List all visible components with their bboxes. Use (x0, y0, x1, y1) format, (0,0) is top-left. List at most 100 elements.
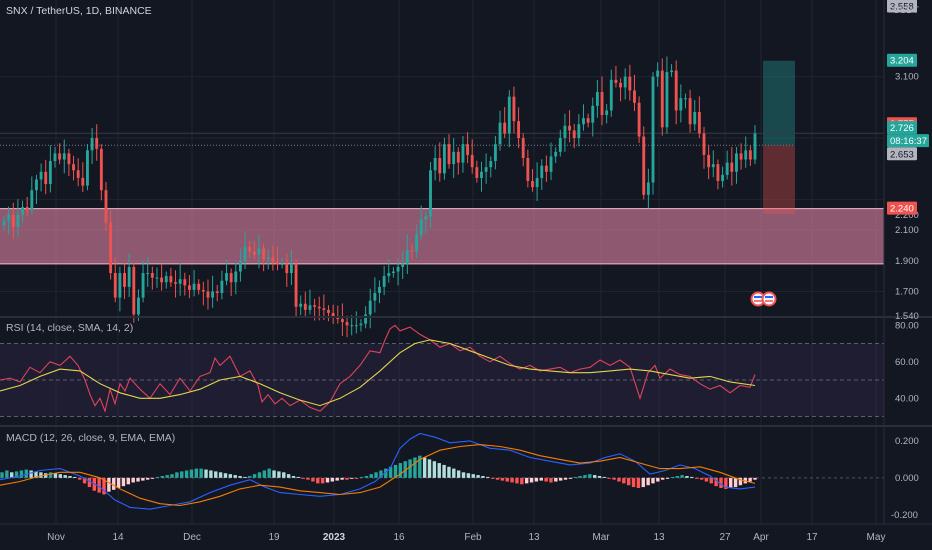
macd-hist-bar-81 (393, 464, 398, 478)
candle-body-158 (735, 153, 738, 172)
candle-body-97 (452, 151, 456, 165)
candle-body-74 (345, 322, 349, 326)
time-axis[interactable]: Nov 14 Dec 19 2023 16 Feb 13 Mar 13 27 Apr 17 May (47, 532, 885, 543)
candle-body-100 (466, 144, 470, 155)
candle-body-35 (164, 276, 168, 283)
macd-hist-bar-59 (286, 474, 291, 478)
candle-body-0 (2, 220, 6, 226)
rsi-line (0, 324, 756, 413)
macd-hist-bar-9 (44, 473, 48, 478)
candle-body-143 (665, 72, 669, 128)
candle-body-60 (280, 263, 284, 265)
candle-body-26 (123, 273, 126, 287)
macd-hist-bar-35 (170, 474, 174, 478)
candle-body-138 (642, 136, 646, 195)
macd-hist-bar-120 (583, 475, 587, 478)
macd-line (0, 432, 756, 510)
macd-hist-bar-79 (384, 468, 388, 478)
macd-hist-bar-123 (597, 476, 602, 478)
candle-body-55 (257, 248, 261, 255)
macd-hist-bar-65 (316, 477, 320, 484)
macd-hist-bar-66 (320, 477, 325, 484)
candle-body-8 (39, 171, 43, 180)
candle-body-136 (633, 90, 636, 103)
macd-hist-bar-29 (141, 477, 145, 481)
candle-body-140 (651, 76, 655, 183)
price-tag-0: 3.558 (890, 1, 914, 12)
candle-body-40 (187, 285, 191, 290)
macd-hist-bar-94 (456, 470, 461, 478)
time-tick-13: May (867, 532, 886, 543)
candle-body-147 (684, 98, 687, 100)
price-tag-bg-4 (887, 134, 929, 148)
candle-body-111 (517, 121, 521, 139)
candle-body-9 (44, 171, 48, 185)
candle-body-31 (146, 273, 150, 275)
candle-body-104 (484, 167, 488, 172)
price-candles (2, 56, 757, 338)
candle-body-86 (401, 263, 405, 267)
candle-body-156 (725, 162, 729, 175)
candle-body-112 (521, 138, 525, 158)
macd-hist-bar-27 (131, 477, 135, 483)
candle-body-67 (313, 305, 317, 307)
macd-hist-bar-75 (364, 476, 369, 478)
candle-body-73 (340, 319, 344, 323)
candle-body-10 (48, 161, 52, 185)
candle-body-110 (512, 96, 516, 122)
macd-hist-bar-148 (719, 477, 723, 488)
macd-hist-bar-139 (675, 476, 679, 478)
macd-hist-bar-28 (136, 477, 140, 482)
macd-hist-bar-56 (272, 470, 276, 478)
candle-body-83 (387, 273, 391, 277)
candle-body-90 (419, 219, 423, 235)
candle-body-23 (109, 222, 113, 274)
macd-hist-bar-131 (636, 477, 641, 488)
candle-body-159 (739, 153, 743, 160)
macd-hist-bar-50 (243, 476, 247, 478)
candle-body-12 (58, 153, 62, 160)
price-tag-bg-6 (887, 201, 917, 215)
price-tick-2: 2.100 (895, 225, 919, 236)
candle-body-102 (475, 167, 479, 178)
macd-hist-bar-18 (87, 477, 92, 488)
macd-hist-bar-142 (690, 476, 694, 478)
candle-body-126 (586, 118, 590, 123)
candle-body-11 (53, 153, 57, 162)
macd-hist-bar-43 (209, 470, 213, 478)
macd-hist-bar-73 (354, 477, 359, 479)
macd-hist-bar-80 (388, 466, 393, 478)
macd-hist-bar-14 (68, 476, 72, 478)
macd-hist-bar-61 (296, 476, 301, 478)
macd-hist-bar-7 (34, 471, 38, 478)
macd-hist-bar-100 (486, 476, 490, 478)
rsi-pane (0, 324, 884, 418)
macd-hist-bar-132 (641, 477, 645, 488)
candle-body-22 (104, 190, 108, 223)
macd-hist-bar-16 (78, 477, 82, 480)
candle-body-75 (350, 325, 354, 327)
economic-events[interactable] (750, 291, 777, 307)
macd-hist-bar-145 (704, 477, 709, 482)
macd-hist-bar-89 (432, 461, 437, 478)
macd-hist-bar-144 (699, 477, 704, 480)
macd-hist-bar-96 (466, 473, 471, 478)
macd-hist-bar-90 (437, 463, 441, 478)
macd-title: MACD (12, 26, close, 9, EMA, EMA) (6, 432, 176, 444)
candle-body-41 (192, 283, 196, 290)
candle-body-54 (252, 251, 256, 255)
macd-hist-bar-45 (218, 472, 223, 478)
pane-dividers[interactable] (0, 0, 932, 525)
macd-hist-bar-12 (58, 474, 62, 478)
macd-hist-bar-126 (612, 477, 616, 480)
macd-hist-bar-4 (19, 470, 24, 478)
candle-body-43 (201, 289, 205, 292)
long-position-tool[interactable] (0, 60, 884, 214)
macd-hist-bar-103 (500, 477, 505, 481)
candle-body-17 (81, 177, 85, 186)
candle-body-124 (577, 124, 581, 139)
macd-hist-bar-102 (495, 477, 500, 480)
macd-hist-bar-26 (126, 477, 131, 485)
